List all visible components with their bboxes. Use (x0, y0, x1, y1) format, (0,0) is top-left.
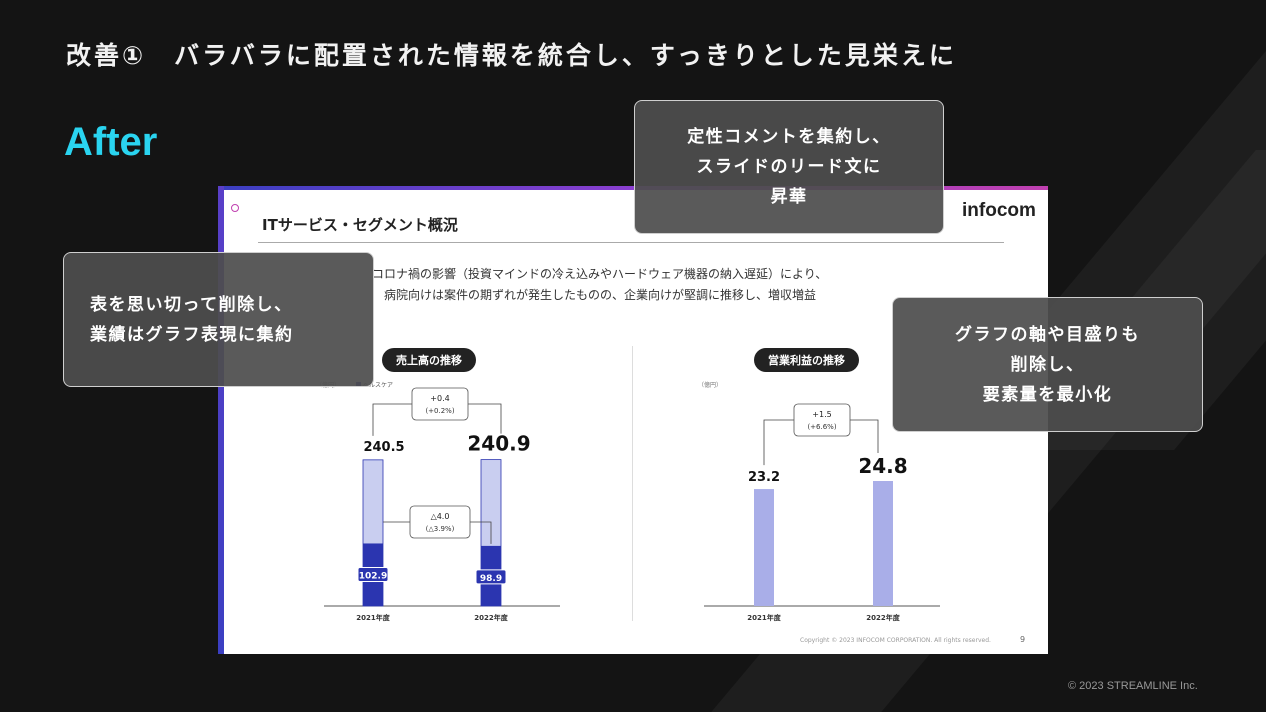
callout-line: 削除し、 (1010, 354, 1085, 375)
callout-line: スライドのリード文に (696, 157, 882, 177)
callout-line: 定性コメントを集約し、 (687, 127, 891, 147)
bar-value: 24.8 (858, 454, 907, 478)
callout-top: 定性コメントを集約し、 スライドのリード文に 昇華 (634, 100, 944, 234)
infocom-logo: infocom (962, 200, 1036, 221)
annotation-line: (△3.9%) (426, 525, 455, 533)
category-label: 2022年度 (866, 613, 900, 622)
unit-label: （億円） (698, 381, 722, 389)
annotation-line: △4.0 (431, 512, 450, 521)
bar (873, 481, 893, 606)
slide-top-accent (218, 186, 1048, 190)
segment-value: 102.9 (359, 571, 387, 581)
chart-title-sales: 売上高の推移 (382, 348, 476, 372)
bar-value: 23.2 (748, 470, 780, 485)
callout-line: 表を思い切って削除し、 (90, 294, 293, 315)
slide-heading: ITサービス・セグメント概況 (262, 216, 458, 234)
lead-line: コロナ禍の影響（投資マインドの冷え込みやハードウェア機器の納入遅延）により、 (372, 267, 828, 281)
chart-title-profit: 営業利益の推移 (754, 348, 859, 372)
page-footer: © 2023 STREAMLINE Inc. (1068, 680, 1198, 692)
slide-lead-text: コロナ禍の影響（投資マインドの冷え込みやハードウェア機器の納入遅延）により、 病… (372, 264, 932, 306)
category-label: 2021年度 (747, 613, 781, 622)
page-title: 改善① バラバラに配置された情報を統合し、すっきりとした見栄えに (66, 41, 957, 70)
slide-left-accent (218, 186, 224, 654)
callout-line: グラフの軸や目盛りも (955, 324, 1140, 345)
slide-copyright: Copyright © 2023 INFOCOM CORPORATION. Al… (800, 637, 991, 644)
slide-page-number: 9 (1020, 635, 1026, 644)
bar (754, 489, 774, 606)
category-label: 2022年度 (474, 613, 508, 622)
annotation-line: +1.5 (812, 410, 831, 419)
lead-line: 病院向けは案件の期ずれが発生したものの、企業向けが堅調に推移し、増収増益 (384, 288, 817, 302)
legend-label: ヘルスケア (363, 382, 393, 389)
profit-chart: （億円） 23.2 2021年度 24.8 2022年度 +1.5 (+6.6%) (698, 381, 940, 622)
after-badge: After (64, 120, 158, 164)
callout-line: 要素量を最小化 (982, 384, 1113, 405)
chart-divider (632, 346, 633, 621)
segment-value: 98.9 (480, 574, 502, 584)
total-value: 240.5 (363, 440, 404, 455)
total-value: 240.9 (467, 432, 530, 456)
annotation-box (409, 505, 471, 539)
category-label: 2021年度 (356, 613, 390, 622)
segment-label-box (357, 566, 389, 582)
annotation-line: (+0.2%) (425, 407, 454, 415)
annotation-line: +0.4 (430, 394, 449, 403)
slide-heading-rule (258, 242, 1004, 243)
annotation-line: (+6.6%) (807, 423, 836, 431)
sales-chart: （億円）ヘルスケア102.9240.52021年度98.9240.92022年度… (316, 381, 560, 622)
annotation-box (411, 387, 469, 421)
callout-line: 業績はグラフ表現に集約 (90, 324, 294, 345)
callout-right: グラフの軸や目盛りも 削除し、 要素量を最小化 (892, 297, 1203, 432)
callout-left: 表を思い切って削除し、 業績はグラフ表現に集約 (63, 252, 374, 387)
annotation-box (793, 403, 851, 437)
slide-dot-decoration (231, 204, 239, 212)
segment-label-box (475, 569, 507, 585)
callout-line: 昇華 (770, 187, 808, 207)
